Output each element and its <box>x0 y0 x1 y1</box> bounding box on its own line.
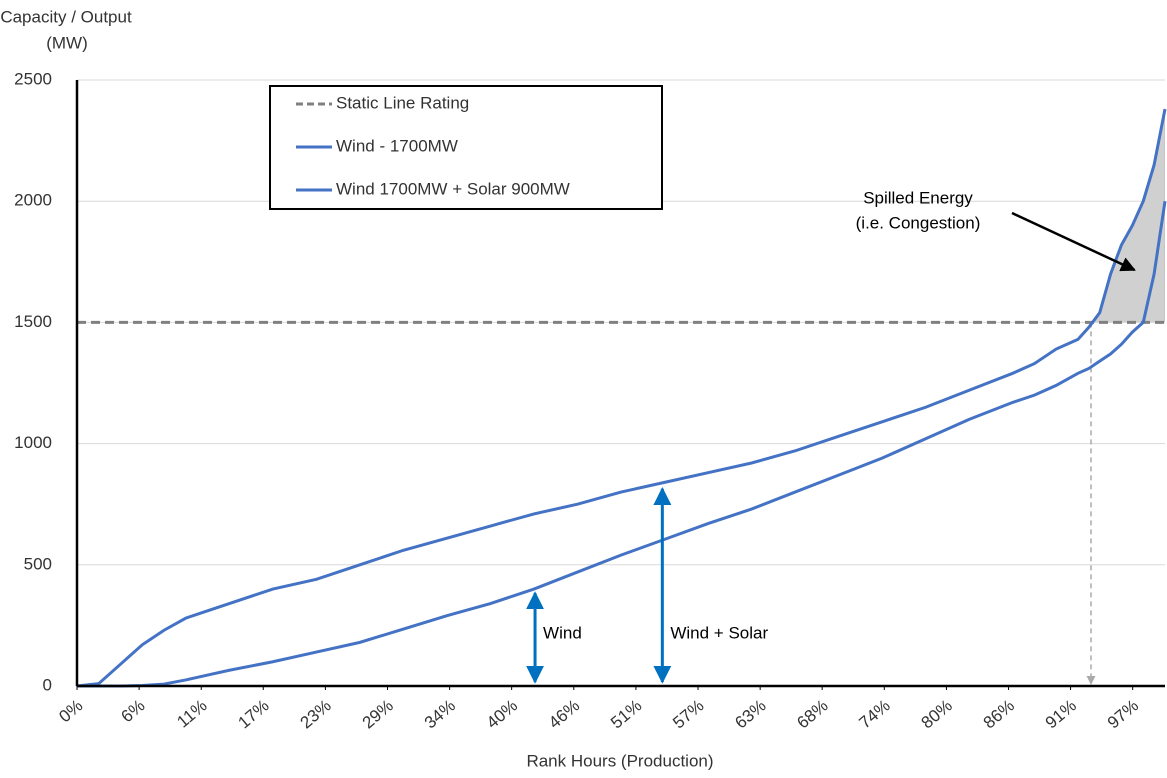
x-tick-label: 6% <box>118 696 149 726</box>
x-tick-label: 63% <box>731 696 769 732</box>
legend-label: Wind - 1700MW <box>336 136 458 155</box>
x-tick-label: 91% <box>1042 696 1080 732</box>
legend-label: Wind 1700MW + Solar 900MW <box>336 179 570 198</box>
y-axis-title: (MW) <box>46 33 88 52</box>
x-tick-label: 40% <box>483 696 521 732</box>
x-tick-label: 68% <box>793 696 831 732</box>
y-tick-label: 500 <box>24 554 52 573</box>
legend-label: Static Line Rating <box>336 93 469 112</box>
annotation-label: Wind <box>543 623 582 642</box>
spill-label: Spilled Energy <box>863 188 973 207</box>
x-tick-label: 74% <box>855 696 893 732</box>
y-tick-label: 2500 <box>14 69 52 88</box>
y-tick-label: 0 <box>43 675 52 694</box>
spill-arrow <box>1011 211 1136 272</box>
x-tick-label: 46% <box>545 696 583 732</box>
x-tick-label: 80% <box>918 696 956 732</box>
x-tick-label: 0% <box>55 696 86 726</box>
series-line <box>76 108 1167 688</box>
x-tick-label: 97% <box>1104 696 1142 732</box>
legend-box <box>269 85 663 210</box>
x-tick-label: 34% <box>421 696 459 732</box>
y-tick-label: 2000 <box>14 191 52 210</box>
y-axis-title: Capacity / Output <box>0 7 132 26</box>
x-tick-label: 86% <box>980 696 1018 732</box>
annotation-label: Wind + Solar <box>670 623 768 642</box>
x-tick-label: 23% <box>297 696 335 732</box>
y-tick-label: 1500 <box>14 312 52 331</box>
x-tick-label: 51% <box>607 696 645 732</box>
series-line <box>77 200 1167 688</box>
spill-label: (i.e. Congestion) <box>856 213 981 232</box>
x-axis-title: Rank Hours (Production) <box>526 751 713 770</box>
x-tick-label: 11% <box>173 696 210 732</box>
x-tick-label: 29% <box>359 696 397 732</box>
x-tick-label: 17% <box>234 696 272 732</box>
y-tick-label: 1000 <box>14 433 52 452</box>
x-tick-label: 57% <box>669 696 707 732</box>
